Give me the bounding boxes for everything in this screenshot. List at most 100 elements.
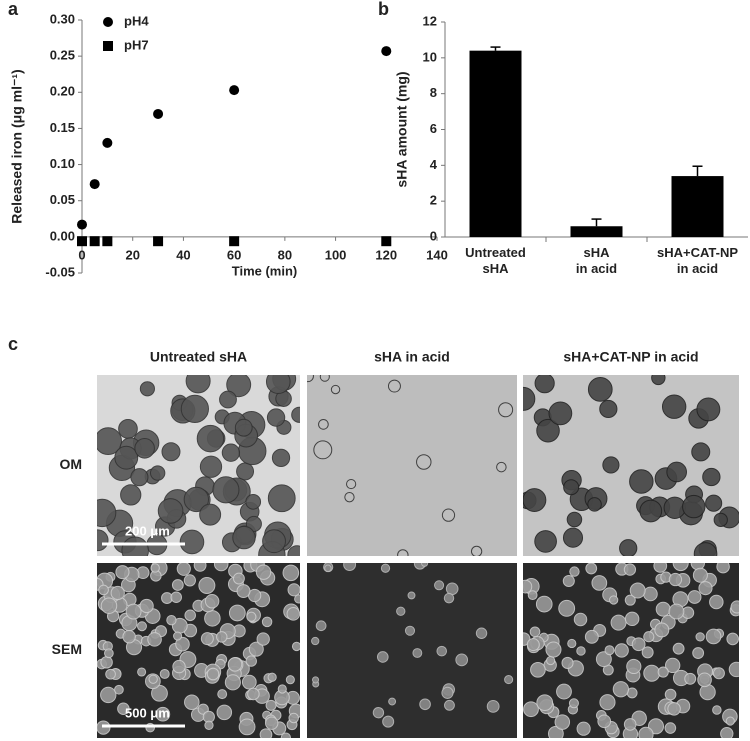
particle	[712, 705, 722, 715]
particle	[265, 699, 277, 711]
micrograph	[97, 563, 300, 738]
particle	[568, 698, 579, 709]
particle	[291, 406, 300, 423]
legend-label: pH4	[124, 13, 149, 28]
particle	[236, 462, 255, 481]
particle	[624, 594, 636, 606]
particle	[470, 545, 483, 556]
particle	[455, 653, 469, 667]
particle	[184, 694, 200, 711]
particle	[712, 667, 725, 680]
particle	[548, 401, 573, 426]
particle	[705, 494, 723, 512]
particle	[380, 563, 391, 573]
particle	[486, 699, 500, 713]
particle	[535, 595, 553, 613]
particle	[285, 675, 295, 685]
particle	[256, 632, 270, 646]
particle	[496, 461, 507, 473]
x-tick-label: 140	[426, 247, 448, 262]
y-tick-label: 0.05	[50, 192, 75, 207]
particle	[730, 600, 739, 614]
particle	[307, 375, 314, 383]
particle	[566, 511, 583, 528]
particle	[563, 479, 580, 496]
particle	[265, 375, 291, 395]
particle	[720, 727, 734, 738]
particle	[176, 563, 191, 576]
scale-bar-label: 500 μm	[125, 705, 170, 720]
particle	[277, 684, 287, 694]
particle	[641, 646, 654, 659]
particle	[265, 716, 279, 730]
particle	[212, 476, 240, 504]
particle	[97, 720, 111, 735]
particle	[216, 704, 233, 721]
x-tick-label: 80	[278, 247, 292, 262]
particle	[716, 563, 730, 574]
particle	[692, 647, 705, 659]
particle	[232, 572, 245, 585]
bar	[570, 226, 623, 237]
particle	[232, 525, 256, 550]
x-tick-label: sHA+CAT-NP in acid	[656, 245, 739, 276]
particle	[262, 529, 286, 554]
particle	[614, 643, 629, 658]
particle	[161, 442, 181, 462]
particle	[130, 468, 149, 487]
panel-label: b	[378, 0, 389, 19]
marker	[77, 219, 87, 230]
particle	[388, 697, 397, 706]
x-tick-label: 100	[325, 247, 347, 262]
micrograph	[307, 563, 517, 738]
marker	[102, 137, 113, 148]
marker	[153, 108, 164, 119]
particle	[702, 467, 721, 487]
particle	[227, 657, 243, 672]
particle	[311, 636, 320, 646]
particle	[185, 375, 211, 394]
particle	[319, 375, 330, 382]
particle	[291, 641, 300, 652]
particle	[267, 672, 277, 682]
particle	[139, 598, 154, 614]
marker	[381, 236, 392, 247]
particle	[602, 456, 620, 474]
particle	[100, 656, 113, 669]
particle	[527, 590, 538, 601]
particle	[204, 610, 221, 627]
particle	[699, 683, 716, 701]
particle	[407, 591, 416, 600]
marker	[229, 236, 240, 247]
particle	[668, 603, 685, 620]
particle	[569, 566, 580, 577]
particle	[661, 394, 687, 419]
particle	[120, 484, 142, 506]
particle	[591, 575, 608, 591]
particle	[693, 542, 718, 556]
particle	[643, 631, 655, 643]
particle	[271, 448, 291, 468]
particle	[728, 661, 739, 678]
particle	[287, 545, 300, 556]
x-axis-label: Time (min)	[232, 263, 298, 278]
particle	[287, 583, 300, 597]
particle	[534, 530, 557, 553]
particle	[175, 636, 190, 652]
x-tick-label: 120	[375, 247, 397, 262]
particle	[245, 493, 262, 510]
particle	[166, 615, 177, 626]
y-axis-label: sHA amount (mg)	[394, 71, 410, 187]
marker	[153, 236, 164, 247]
particle	[97, 529, 109, 552]
particle	[612, 681, 630, 698]
particle	[654, 622, 670, 638]
particle	[204, 593, 220, 609]
particle	[114, 445, 139, 470]
particle	[147, 632, 162, 647]
particle	[546, 656, 556, 666]
particle	[631, 637, 646, 652]
particle	[695, 632, 705, 642]
particle	[567, 638, 577, 649]
